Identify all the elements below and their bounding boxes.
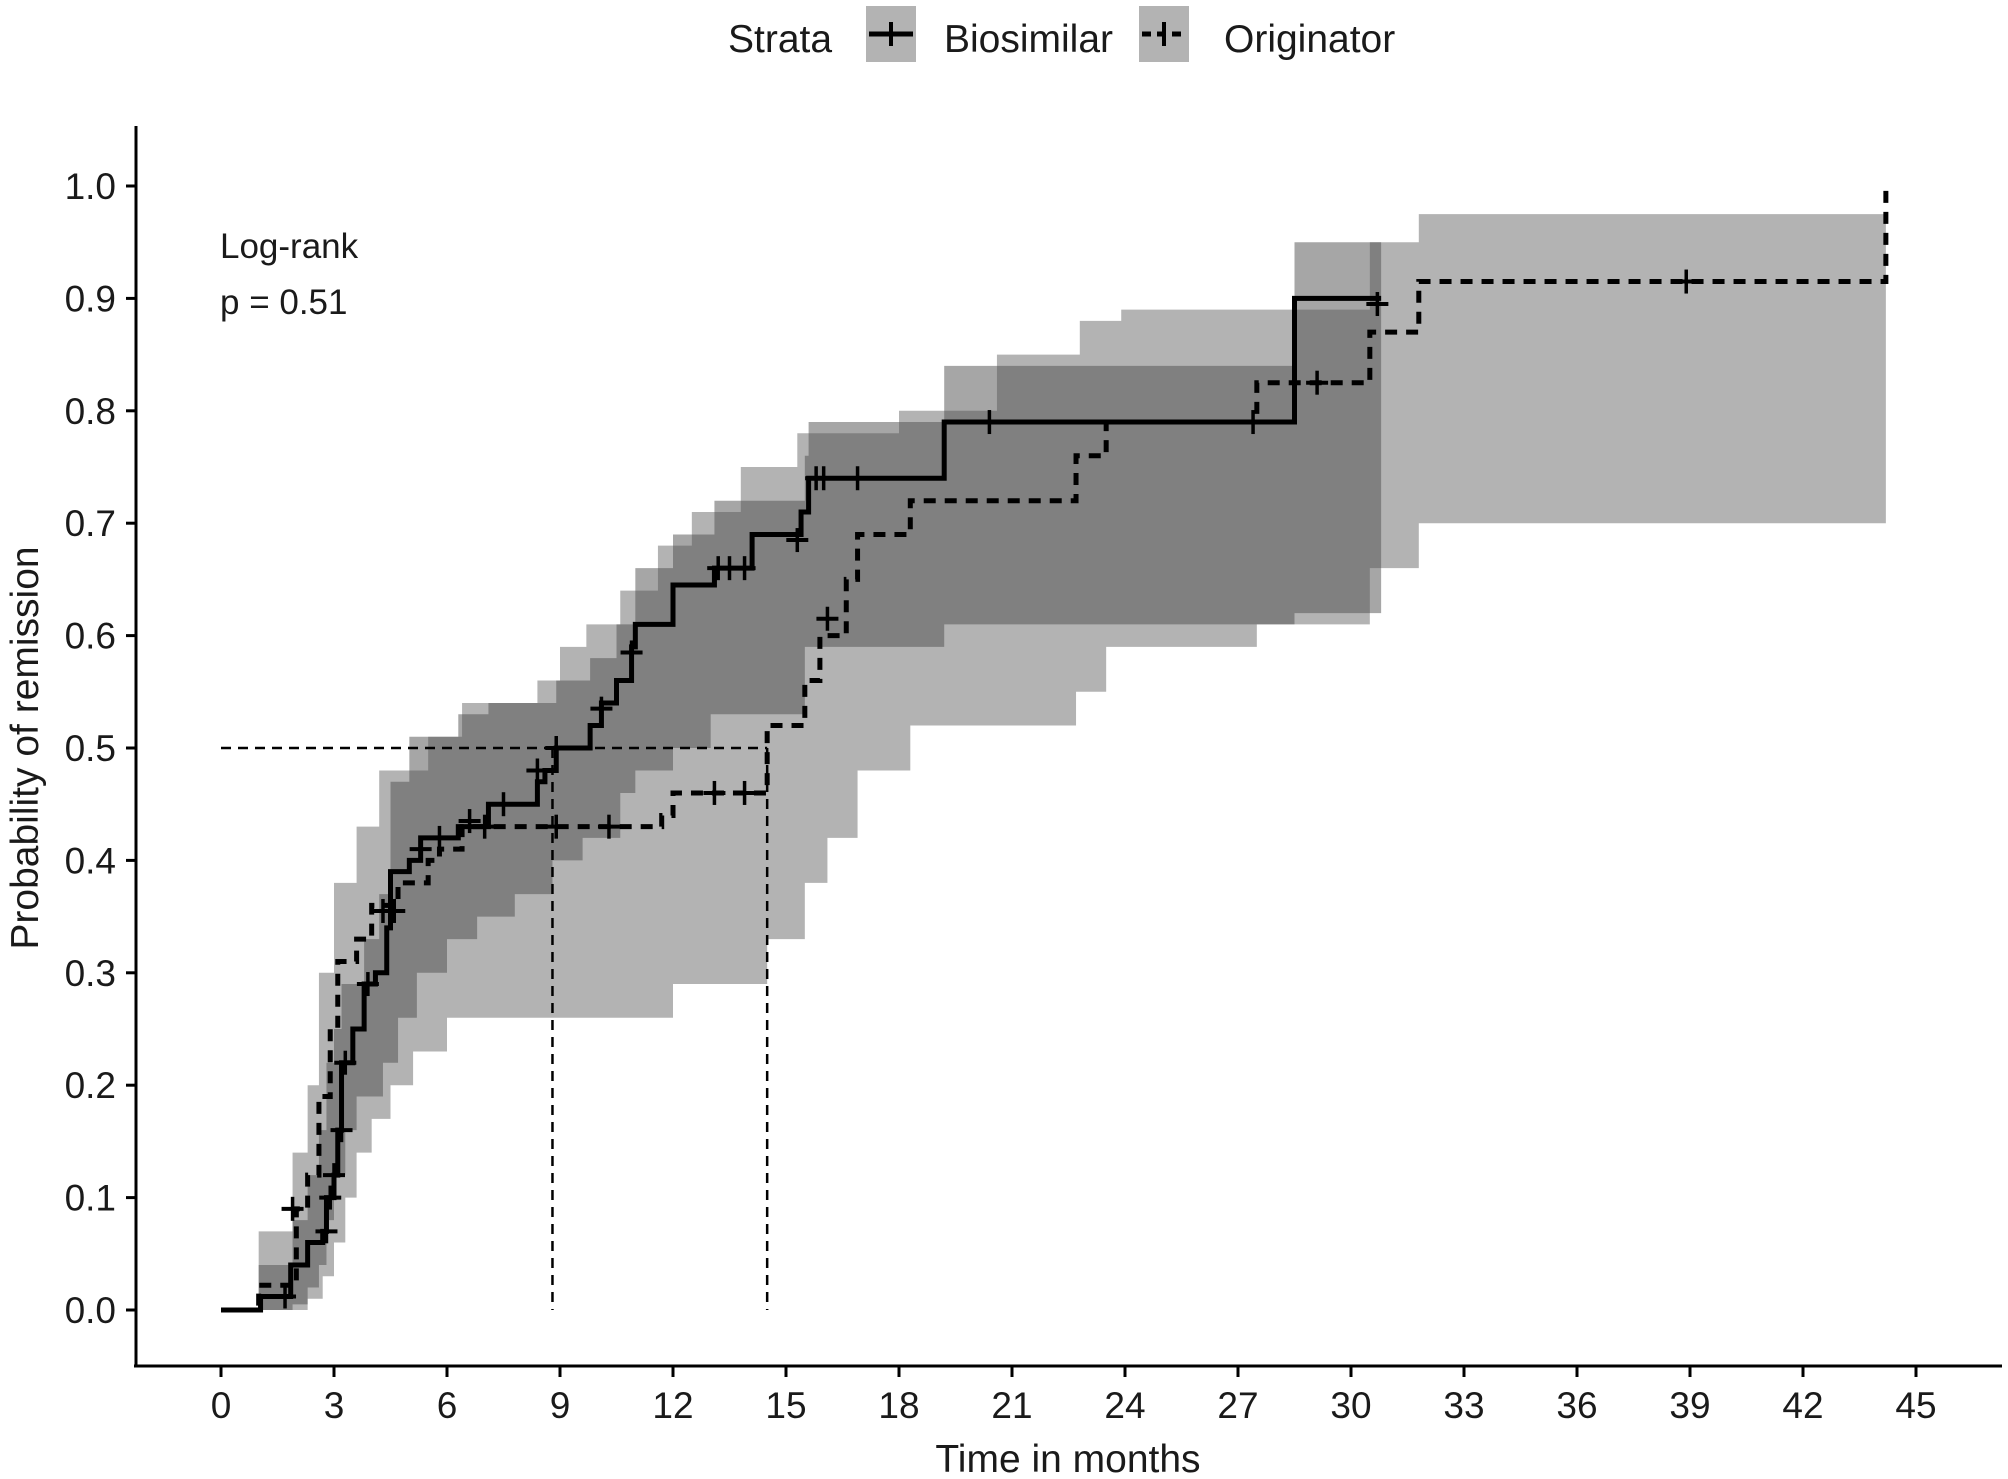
censor-mark-biosimilar [334,1050,357,1075]
censor-mark-biosimilar [492,792,515,817]
censor-mark-biosimilar [323,1163,345,1188]
y-tick-label: 0.3 [65,953,116,994]
censor-mark-biosimilar [733,556,756,581]
x-tick-label: 3 [324,1385,345,1426]
censor-mark-biosimilar [458,809,481,834]
censor-mark-originator [733,780,756,805]
legend: Strata Biosimilar Originator [728,6,1395,62]
x-tick-label: 45 [1895,1385,1936,1426]
x-tick-label: 12 [652,1385,693,1426]
y-tick-label: 0.6 [65,616,116,657]
legend-label-originator: Originator [1224,18,1395,61]
censor-mark-biosimilar [590,696,613,721]
ci-band-originator [221,214,1886,1311]
x-tick-label: 39 [1669,1385,1710,1426]
x-tick-label: 6 [437,1385,458,1426]
censor-marks [274,269,1698,1309]
curve-originator [221,186,1889,1313]
censor-mark-biosimilar [428,825,451,850]
censor-mark-biosimilar [1366,292,1389,317]
censor-mark-biosimilar [620,640,643,665]
y-tick-label: 0.1 [65,1178,116,1219]
censor-mark-biosimilar [978,410,1001,435]
y-tick-label: 1.0 [65,166,116,207]
censor-mark-biosimilar [315,1219,338,1244]
censor-mark-biosimilar [319,1185,342,1210]
x-tick-label: 0 [211,1385,232,1426]
censor-mark-originator [1306,370,1329,395]
censor-mark-originator [281,1196,304,1221]
censor-mark-biosimilar [812,466,835,491]
x-tick-label: 36 [1556,1385,1597,1426]
y-tick-label: 0.0 [65,1290,116,1331]
y-tick-label: 0.2 [65,1065,116,1106]
censor-mark-originator [703,780,726,805]
censor-mark-originator [816,606,839,631]
censor-mark-originator [545,814,568,839]
median-reference-lines [221,746,769,1310]
censor-mark-originator [473,814,496,839]
y-tick-label: 0.5 [65,728,116,769]
y-tick-label: 0.7 [65,503,116,544]
legend-title: Strata [728,18,832,61]
x-tick-label: 27 [1217,1385,1258,1426]
x-tick-label: 33 [1443,1385,1484,1426]
y-tick-label: 0.8 [65,391,116,432]
x-axis-title: Time in months [935,1438,1200,1479]
x-tick-label: 30 [1330,1385,1371,1426]
censor-mark-biosimilar [786,528,809,553]
censor-mark-biosimilar [409,837,432,862]
censor-mark-originator [371,898,394,923]
y-axis-title: Probability of remission [4,546,47,949]
x-axis-ticks: 0 3 6 9 12 15 18 21 24 27 30 33 36 39 42 45 [211,1366,1937,1426]
censor-mark-biosimilar [330,1118,353,1143]
censor-mark-biosimilar [526,758,549,783]
ci-band-biosimilar [221,242,1382,1311]
x-tick-label: 42 [1782,1385,1823,1426]
x-tick-label: 9 [550,1385,571,1426]
y-tick-label: 0.9 [65,278,116,319]
censor-mark-biosimilar [274,1284,297,1309]
x-tick-label: 24 [1104,1385,1145,1426]
censor-mark-originator [1675,269,1698,294]
censor-mark-biosimilar [846,466,869,491]
pvalue-label: p = 0.51 [220,283,347,322]
censor-mark-biosimilar [545,736,568,760]
confidence-bands [221,214,1886,1311]
legend-label-biosimilar: Biosimilar [944,18,1113,61]
x-tick-label: 21 [991,1385,1032,1426]
x-tick-label: 15 [765,1385,806,1426]
x-tick-label: 18 [878,1385,919,1426]
y-axis-ticks: 0.0 0.1 0.2 0.3 0.4 0.5 0.6 0.7 0.8 0.9 1.0 [65,166,136,1331]
y-tick-label: 0.4 [65,840,116,881]
censor-mark-originator [597,814,620,839]
censor-mark-biosimilar [356,972,379,997]
logrank-label: Log-rank [220,227,359,266]
censor-mark-biosimilar [1242,410,1265,435]
